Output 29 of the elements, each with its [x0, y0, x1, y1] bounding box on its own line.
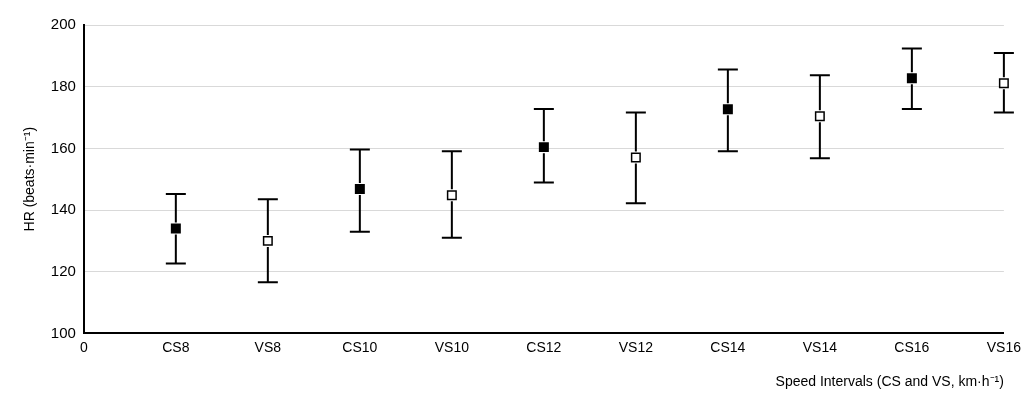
point [722, 104, 733, 115]
y-tick-label: 200 [50, 15, 76, 33]
x-tick-label: CS14 [710, 338, 746, 355]
point [354, 184, 365, 195]
x-tick-label: CS12 [526, 338, 562, 355]
point [906, 73, 917, 84]
y-tick-label: 140 [50, 200, 76, 218]
y-tick-label: 120 [50, 261, 76, 279]
point [538, 142, 549, 153]
x-tick-label: VS14 [802, 338, 838, 355]
x-tick-label: CS8 [162, 338, 190, 355]
point [998, 78, 1009, 89]
point [630, 152, 641, 163]
x-tick-label: CS16 [894, 338, 930, 355]
y-tick-label: 160 [50, 138, 76, 156]
x-axis-title: Speed Intervals (CS and VS, km·h⁻¹) [775, 373, 1004, 390]
y-tick-label: 180 [50, 76, 76, 94]
y-axis-title: HR (beats·min⁻¹) [21, 126, 38, 232]
point [814, 111, 825, 122]
x-tick-label: VS16 [986, 338, 1022, 355]
x-tick-label: VS8 [254, 338, 282, 355]
x-tick-label: CS10 [342, 338, 378, 355]
x-tick-label: 0 [79, 338, 88, 355]
point [170, 223, 181, 234]
y-tick-label: 100 [50, 323, 76, 341]
x-tick-label: VS10 [434, 338, 470, 355]
point [262, 235, 273, 246]
point [446, 190, 457, 201]
x-tick-label: VS12 [618, 338, 654, 355]
